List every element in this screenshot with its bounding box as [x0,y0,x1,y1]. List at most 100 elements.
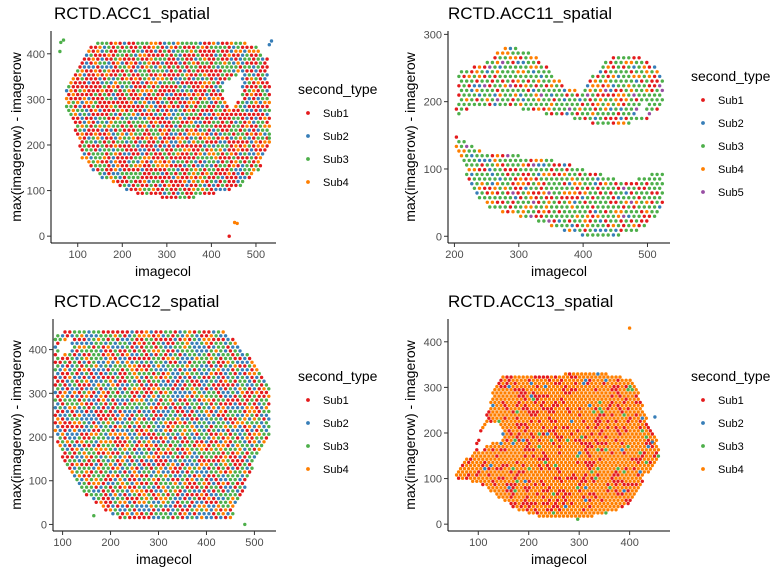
data-point [238,371,242,376]
data-point [204,364,209,368]
data-point [187,45,191,49]
data-point [221,383,225,387]
data-point [159,428,163,433]
data-point [78,96,82,101]
data-point [231,413,235,417]
data-point [159,398,163,402]
data-point [185,364,189,368]
data-point [120,45,125,49]
data-point [640,79,644,83]
data-point [601,177,605,181]
data-point [507,492,511,496]
data-point [75,477,79,482]
data-point [200,187,205,192]
data-point [178,406,182,410]
data-point [116,345,120,349]
data-point [529,501,533,506]
data-point [483,102,487,107]
data-point [223,334,228,338]
data-point [624,210,628,214]
data-point [80,69,84,73]
data-point [250,390,254,395]
data-point [590,508,594,512]
data-point [578,182,582,186]
data-point [75,424,79,429]
data-point [470,88,474,93]
data-point [559,504,564,509]
data-point [588,200,592,204]
data-point [209,432,213,436]
data-point [165,171,169,176]
data-point [483,65,487,69]
data-point [485,70,489,74]
data-point [100,49,104,53]
data-point [200,417,204,421]
data-point [561,476,566,480]
data-point [168,368,173,372]
data-point [192,451,197,455]
data-point [131,175,136,180]
data-point [245,466,249,470]
data-point [118,432,122,436]
data-point [247,160,251,164]
data-point [116,459,120,463]
data-point [545,482,550,487]
data-point [120,368,125,372]
data-point [75,455,79,459]
data-point [156,424,161,429]
data-point [535,492,539,496]
data-point [82,144,87,148]
data-point [159,459,163,463]
data-point [116,383,120,387]
data-point [219,500,223,504]
data-point [614,489,618,493]
data-point [118,485,122,489]
data-point [185,440,189,444]
data-point [207,504,211,508]
data-point [521,501,525,506]
data-point [180,144,185,148]
data-point [236,61,240,65]
data-point [166,424,170,429]
data-point [257,432,261,436]
data-point [245,443,249,448]
data-point [203,128,207,132]
data-point [96,398,101,402]
data-point [552,98,556,102]
data-point [72,459,77,463]
data-point [609,191,613,195]
data-point [56,394,60,398]
data-point [127,144,131,148]
data-point [131,81,136,85]
data-point [539,84,543,88]
data-point [191,53,196,57]
data-point [561,501,566,506]
data-point [165,140,169,144]
data-point [537,172,541,177]
data-point [72,383,77,387]
legend-label: Sub4 [323,464,349,476]
data-point [118,356,122,361]
data-point [109,168,113,172]
data-point [105,175,109,180]
data-point [89,92,93,97]
data-point [152,485,156,489]
data-point [243,432,247,436]
data-point [171,57,176,61]
data-point [570,177,574,181]
data-point [101,375,106,380]
data-point [593,107,598,111]
data-point [145,89,149,93]
data-point [567,200,572,204]
data-point [152,387,156,391]
data-point [147,148,151,152]
panel-acc12: RCTD.ACC12_spatial 100 200 300 400 500 01002… [8,292,378,567]
data-point [219,334,223,338]
data-point [192,489,197,493]
data-point [223,447,228,451]
data-point [198,168,202,172]
data-point [58,375,62,380]
data-point [519,74,523,79]
data-point [207,443,211,448]
data-point [227,45,231,49]
